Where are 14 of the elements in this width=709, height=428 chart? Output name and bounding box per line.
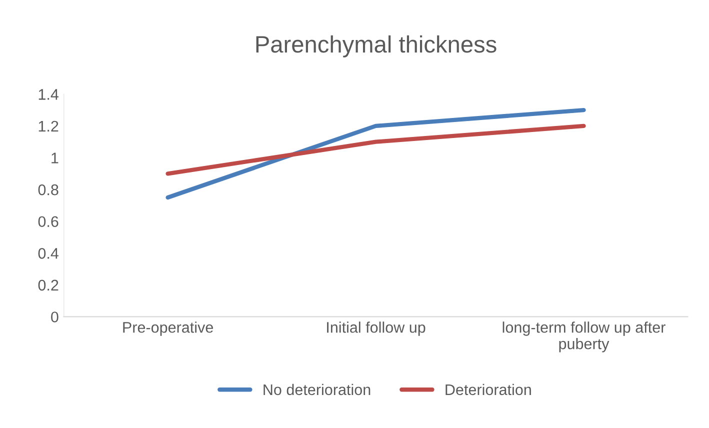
y-tick-label: 1.2 [38,120,58,132]
y-tick-label: 0.8 [38,184,58,196]
y-tick-label: 0.4 [38,248,59,259]
x-tick-label: long-term follow up after puberty [502,322,666,352]
chart-title: Parenchymal thickness [256,35,496,58]
y-tick-label: 1 [52,152,58,164]
legend-label: Deterioration [446,384,531,396]
x-tick-label: Pre-operative [123,322,213,336]
x-tick-label: Initial follow up [327,322,426,336]
y-tick-label: 0 [51,312,58,322]
legend-label: No deterioration [264,384,370,396]
y-tick-label: 1.4 [38,89,59,100]
y-tick-label: 0.6 [38,216,58,228]
y-tick-label: 0.2 [38,280,58,291]
